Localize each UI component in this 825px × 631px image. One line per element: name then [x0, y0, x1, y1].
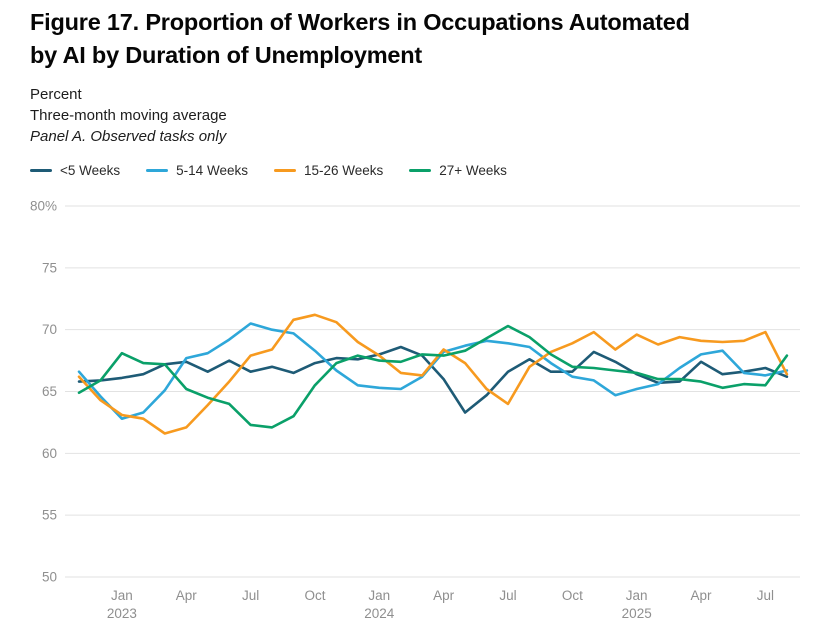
chart-subtitles: Percent Three-month moving average Panel… [30, 84, 810, 147]
legend-dash-icon [30, 169, 52, 172]
panel-label: Panel A. Observed tasks only [30, 128, 227, 145]
y-axis-tick-label: 50 [42, 570, 57, 585]
y-axis-tick-label: 70 [42, 322, 57, 337]
x-axis-month-label: Apr [433, 588, 455, 603]
legend-item-3: 15-26 Weeks [273, 163, 384, 178]
unit-label: Percent [30, 86, 82, 103]
chart-header: Figure 17. Proportion of Workers in Occu… [30, 6, 810, 147]
figure-title-line1: Figure 17. Proportion of Workers in Occu… [30, 9, 690, 35]
legend-dash-icon [409, 169, 432, 172]
figure-title: Figure 17. Proportion of Workers in Occu… [30, 6, 810, 72]
legend-item-4: 27+ Weeks [409, 163, 507, 178]
x-axis-month-label: Jul [242, 588, 259, 603]
legend-item-1: <5 Weeks [30, 163, 120, 178]
x-axis-month-label: Jul [499, 588, 516, 603]
y-axis-tick-label: 55 [42, 508, 57, 523]
line-27plus-weeks [77, 324, 789, 429]
legend-item-2: 5-14 Weeks [146, 163, 248, 178]
x-axis-month-label: Jan [626, 588, 648, 603]
figure-title-line2: by AI by Duration of Unemployment [30, 42, 423, 68]
y-axis-tick-label: 65 [42, 384, 57, 399]
legend-label: 5-14 Weeks [176, 163, 248, 178]
x-axis-month-label: Oct [304, 588, 325, 603]
chart-legend: <5 Weeks 5-14 Weeks 15-26 Weeks 27+ Weeks [30, 163, 507, 178]
line-15-26-weeks [77, 313, 789, 435]
x-axis-year-label: 2024 [364, 606, 395, 621]
legend-label: 27+ Weeks [439, 163, 507, 178]
x-axis-month-label: Apr [691, 588, 713, 603]
line-lt5-weeks [77, 345, 789, 414]
x-axis-year-label: 2025 [622, 606, 652, 621]
smoothing-label: Three-month moving average [30, 107, 227, 124]
legend-label: <5 Weeks [60, 163, 121, 178]
y-axis-tick-label: 60 [42, 446, 57, 461]
legend-dash-icon [146, 169, 169, 172]
x-axis-month-label: Jul [757, 588, 774, 603]
x-axis-year-label: 2023 [107, 606, 137, 621]
x-axis-month-label: Jan [111, 588, 133, 603]
legend-label: 15-26 Weeks [303, 163, 384, 178]
x-axis-month-label: Apr [176, 588, 198, 603]
x-axis-month-label: Jan [368, 588, 390, 603]
legend-dash-icon [273, 169, 296, 172]
y-axis-tick-label: 80% [30, 199, 57, 214]
y-axis-tick-label: 75 [42, 260, 57, 275]
x-axis-month-label: Oct [562, 588, 583, 603]
